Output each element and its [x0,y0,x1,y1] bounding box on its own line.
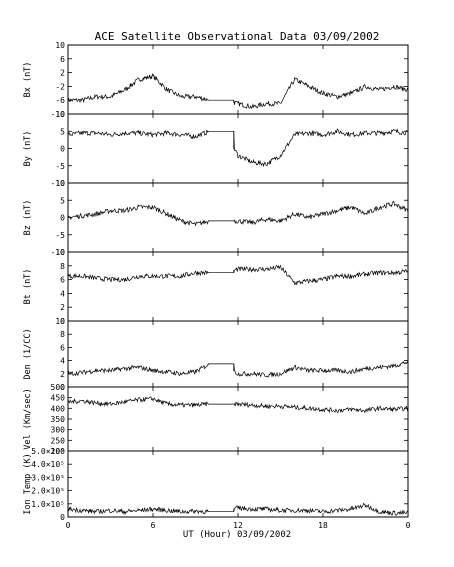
y-tick-label: 5 [60,127,65,136]
panels: 10 6 2 -2 -6 -10 Bx (nT) 10 5 0 -5 -10 By (nT) 10 5 0 -5… [23,41,411,530]
y-tick-label: 0 [60,317,65,326]
series-line [67,264,409,286]
y-tick-label: 10 [55,317,65,326]
y-axis-label: Den (1/CC) [23,328,33,379]
y-tick-label: 0 [60,383,65,392]
y-tick-label: 450 [51,394,66,403]
x-axis-label: UT (Hour) 03/09/2002 [183,530,291,540]
series-line [67,73,409,109]
panel-frame [67,113,409,184]
y-tick-label: 2 [60,370,65,379]
x-tick-label: 18 [318,521,328,530]
y-tick-label: 4.0×10⁵ [31,460,65,469]
y-tick-label: 4 [60,357,65,366]
series-line [67,200,409,227]
y-tick-label: 10 [55,41,65,50]
y-tick-label: 0 [60,513,65,522]
chart-title: ACE Satellite Observational Data 03/09/2… [95,30,380,43]
y-tick-label: -10 [51,179,66,188]
y-tick-label: 0 [60,214,65,223]
y-axis-label: Ion Temp (K) [23,453,33,514]
y-tick-label: 3.0×10⁵ [31,473,65,482]
panel-3: 10 5 0 -5 -10 Bz (nT) [23,179,409,257]
y-tick-label: -2 [55,82,65,91]
x-tick-label: 6 [151,521,156,530]
series-line [67,502,409,516]
panel-frame [67,251,409,322]
y-tick-label: 0 [60,145,65,154]
y-tick-label: -5 [55,162,65,171]
y-tick-label: 6 [60,343,65,352]
y-axis-label: Bz (nT) [23,200,33,236]
y-tick-label: 5 [60,196,65,205]
y-tick-label: 10 [55,110,65,119]
y-tick-label: 200 [51,447,66,456]
panel-frame [67,320,409,388]
y-tick-label: 500 [51,383,66,392]
y-tick-label: 10 [55,179,65,188]
y-tick-label: -10 [51,110,66,119]
series-line [67,128,409,168]
y-tick-label: -10 [51,248,66,257]
y-tick-label: 350 [51,415,66,424]
panel-2: 10 5 0 -5 -10 By (nT) [23,110,409,188]
panel-7: 5.0×10⁵ 4.0×10⁵ 3.0×10⁵ 2.0×10⁵ 1.0×10⁵ 0 Ion … [23,447,409,522]
y-tick-label: 8 [60,330,65,339]
y-axis-label: Vel (Km/sec) [23,388,33,449]
y-tick-label: 2 [60,69,65,78]
y-axis-label: Bx (nT) [23,62,33,98]
y-tick-label: 1.0×10⁵ [31,500,65,509]
y-tick-label: 10 [55,248,65,257]
y-tick-label: -6 [55,96,65,105]
y-tick-label: 300 [51,426,66,435]
series-line [67,359,409,378]
x-tick-label: 0 [66,521,71,530]
y-tick-label: 4 [60,289,65,298]
panel-frame [67,44,409,115]
y-tick-label: 5.0×10⁵ [31,447,65,456]
x-tick-label: 0 [406,521,411,530]
y-tick-label: 400 [51,404,66,413]
series-line [67,396,409,414]
y-tick-label: 2 [60,303,65,312]
panel-frame [67,386,409,452]
panel-1: 10 6 2 -2 -6 -10 Bx (nT) [23,41,409,119]
x-tick-label: 12 [233,521,243,530]
y-tick-label: 250 [51,436,66,445]
panel-frame [67,182,409,253]
y-axis-label: Bt (nT) [23,269,33,305]
y-tick-label: 8 [60,262,65,271]
y-tick-label: 6 [60,276,65,285]
y-tick-label: -5 [55,231,65,240]
y-tick-label: 6 [60,55,65,64]
panel-4: 10 8 6 4 2 0 Bt (nT) [23,248,409,326]
y-axis-label: By (nT) [23,131,33,167]
y-tick-label: 2.0×10⁵ [31,487,65,496]
panel-5: 10 8 6 4 2 0 Den (1/CC) [23,317,409,392]
